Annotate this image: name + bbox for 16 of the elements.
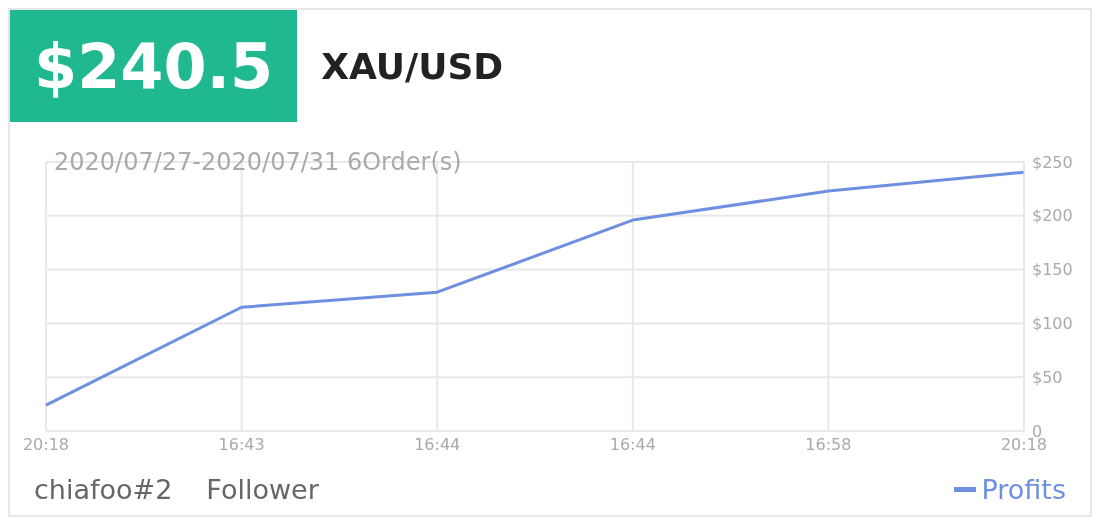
chart-subtitle: 2020/07/27-2020/07/31 6Order(s) bbox=[54, 148, 462, 176]
text: $240.5 bbox=[10, 10, 298, 122]
y-tick-label: $200 bbox=[1032, 206, 1073, 226]
y-tick-label: $150 bbox=[1032, 260, 1073, 280]
y-tick-label: $100 bbox=[1032, 314, 1073, 334]
x-tick-label: 20:18 bbox=[22, 435, 70, 455]
text: chiafoo#2 bbox=[34, 473, 173, 505]
x-tick-label: 16:43 bbox=[218, 435, 265, 455]
y-tick-label: $250 bbox=[1032, 152, 1073, 172]
text: Follower bbox=[206, 473, 319, 505]
x-tick-label: 16:44 bbox=[609, 435, 656, 455]
chart-title: XAU/USD bbox=[321, 45, 504, 87]
x-tick-label: 16:44 bbox=[414, 435, 461, 455]
legend-label: Profits bbox=[980, 473, 1066, 505]
x-tick-label: 16:58 bbox=[805, 435, 852, 455]
y-tick-label: $50 bbox=[1032, 367, 1063, 387]
